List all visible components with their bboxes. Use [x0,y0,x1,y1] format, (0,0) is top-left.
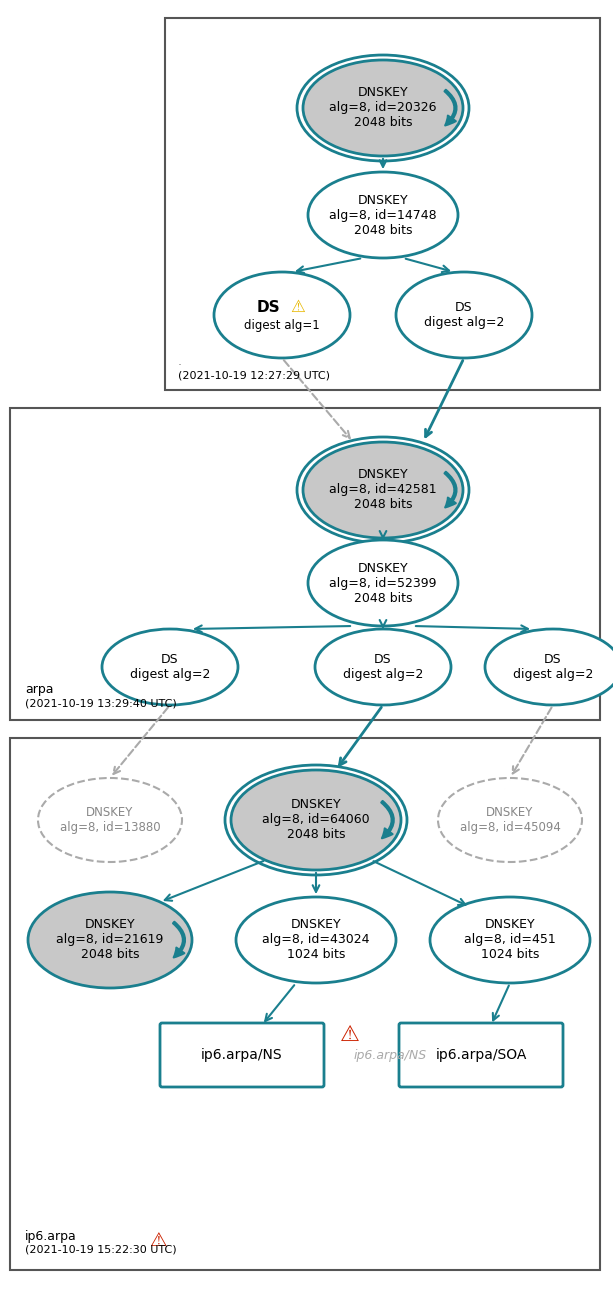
Ellipse shape [28,893,192,988]
FancyBboxPatch shape [10,737,600,1270]
Ellipse shape [396,272,532,358]
Ellipse shape [308,172,458,258]
Text: DNSKEY
alg=8, id=21619
2048 bits: DNSKEY alg=8, id=21619 2048 bits [56,919,164,962]
Text: DS
digest alg=2: DS digest alg=2 [513,653,593,681]
Text: DNSKEY
alg=8, id=52399
2048 bits: DNSKEY alg=8, id=52399 2048 bits [329,562,436,605]
Text: DNSKEY
alg=8, id=14748
2048 bits: DNSKEY alg=8, id=14748 2048 bits [329,194,437,237]
Ellipse shape [430,896,590,982]
Text: DS
digest alg=2: DS digest alg=2 [343,653,423,681]
Ellipse shape [303,60,463,156]
FancyArrowPatch shape [444,90,457,125]
Ellipse shape [38,778,182,863]
Text: DNSKEY
alg=8, id=451
1024 bits: DNSKEY alg=8, id=451 1024 bits [464,919,556,962]
Text: ip6.arpa/SOA: ip6.arpa/SOA [435,1048,527,1062]
Text: DNSKEY
alg=8, id=42581
2048 bits: DNSKEY alg=8, id=42581 2048 bits [329,469,437,512]
Text: digest alg=1: digest alg=1 [244,318,320,331]
Ellipse shape [214,272,350,358]
Text: (2021-10-19 12:27:29 UTC): (2021-10-19 12:27:29 UTC) [178,370,330,380]
Text: DS
digest alg=2: DS digest alg=2 [130,653,210,681]
FancyBboxPatch shape [165,18,600,390]
Ellipse shape [231,770,401,870]
Text: ⚠: ⚠ [291,298,305,317]
FancyBboxPatch shape [10,408,600,721]
Text: ⚠: ⚠ [150,1230,167,1250]
Text: DNSKEY
alg=8, id=45094: DNSKEY alg=8, id=45094 [460,807,560,834]
Text: .: . [178,354,182,367]
Ellipse shape [303,442,463,538]
Text: DS
digest alg=2: DS digest alg=2 [424,301,504,328]
Ellipse shape [485,629,613,705]
Text: DS: DS [256,300,280,314]
Text: DNSKEY
alg=8, id=64060
2048 bits: DNSKEY alg=8, id=64060 2048 bits [262,799,370,842]
FancyArrowPatch shape [381,801,394,838]
Text: (2021-10-19 13:29:40 UTC): (2021-10-19 13:29:40 UTC) [25,698,177,708]
Ellipse shape [438,778,582,863]
Text: (2021-10-19 15:22:30 UTC): (2021-10-19 15:22:30 UTC) [25,1244,177,1255]
Ellipse shape [308,539,458,625]
Text: DNSKEY
alg=8, id=43024
1024 bits: DNSKEY alg=8, id=43024 1024 bits [262,919,370,962]
Text: ip6.arpa/NS: ip6.arpa/NS [201,1048,283,1062]
FancyArrowPatch shape [444,472,457,507]
Text: DNSKEY
alg=8, id=20326
2048 bits: DNSKEY alg=8, id=20326 2048 bits [329,86,436,129]
Ellipse shape [236,896,396,982]
Text: ⚠: ⚠ [340,1025,360,1045]
Ellipse shape [102,629,238,705]
FancyBboxPatch shape [160,1023,324,1087]
Text: ip6.arpa/NS: ip6.arpa/NS [354,1049,427,1062]
Text: DNSKEY
alg=8, id=13880: DNSKEY alg=8, id=13880 [59,807,161,834]
FancyArrowPatch shape [173,921,185,958]
Ellipse shape [315,629,451,705]
Text: ip6.arpa: ip6.arpa [25,1230,77,1243]
FancyBboxPatch shape [399,1023,563,1087]
Text: arpa: arpa [25,683,53,696]
